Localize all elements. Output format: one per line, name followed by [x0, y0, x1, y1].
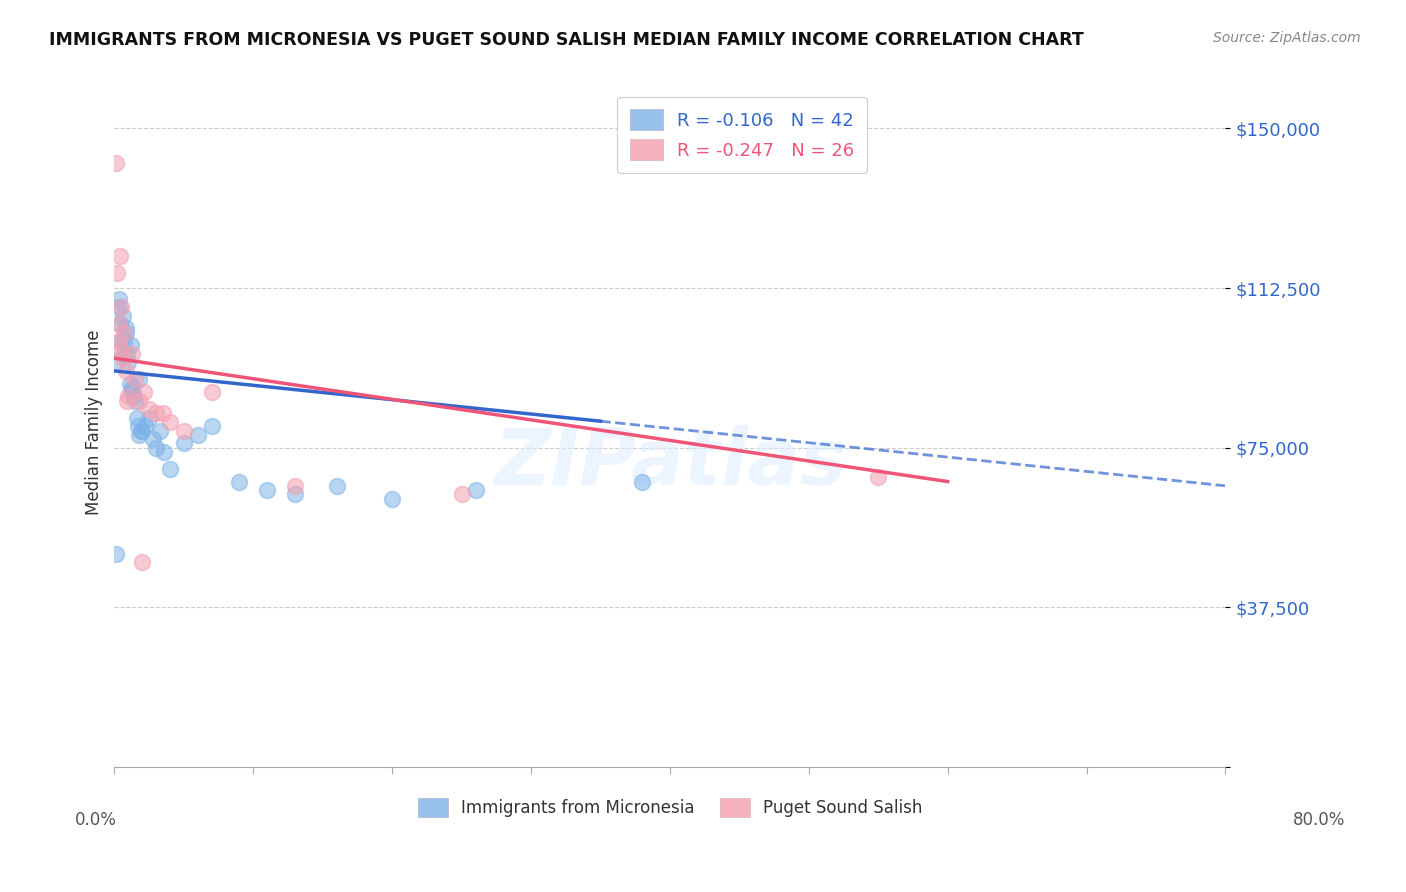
Point — [464, 483, 486, 497]
Point — [108, 317, 131, 331]
Point — [117, 355, 139, 369]
Text: IMMIGRANTS FROM MICRONESIA VS PUGET SOUND SALISH MEDIAN FAMILY INCOME CORRELATIO: IMMIGRANTS FROM MICRONESIA VS PUGET SOUN… — [49, 31, 1084, 49]
Point — [128, 372, 150, 386]
Point — [114, 326, 136, 340]
Y-axis label: Median Family Income: Median Family Income — [86, 329, 103, 515]
Point — [149, 424, 172, 438]
Point — [111, 347, 134, 361]
Point — [142, 432, 165, 446]
Point — [115, 347, 138, 361]
Point — [110, 300, 132, 314]
Point — [152, 407, 174, 421]
Point — [114, 321, 136, 335]
Text: ZIPatlas: ZIPatlas — [494, 425, 846, 501]
Point — [145, 407, 167, 421]
Point — [118, 376, 141, 391]
Point — [631, 475, 654, 489]
Point — [110, 343, 132, 357]
Point — [105, 266, 128, 280]
Point — [122, 389, 145, 403]
Point — [110, 334, 132, 348]
Point — [128, 427, 150, 442]
Point — [114, 364, 136, 378]
Point — [201, 385, 224, 400]
Point — [145, 441, 167, 455]
Point — [128, 393, 150, 408]
Text: Source: ZipAtlas.com: Source: ZipAtlas.com — [1213, 31, 1361, 45]
Point — [124, 372, 146, 386]
Point — [104, 155, 127, 169]
Point — [121, 347, 143, 361]
Point — [325, 479, 347, 493]
Text: 0.0%: 0.0% — [75, 811, 117, 829]
Point — [131, 424, 153, 438]
Point — [450, 487, 472, 501]
Point — [111, 309, 134, 323]
Point — [107, 300, 129, 314]
Point — [173, 436, 195, 450]
Point — [125, 410, 148, 425]
Point — [187, 427, 209, 442]
Point — [132, 385, 155, 400]
Legend: Immigrants from Micronesia, Puget Sound Salish: Immigrants from Micronesia, Puget Sound … — [411, 791, 929, 823]
Point — [134, 419, 156, 434]
Point — [112, 326, 135, 340]
Point — [381, 491, 404, 506]
Point — [127, 419, 149, 434]
Point — [284, 479, 307, 493]
Point — [228, 475, 250, 489]
Point — [115, 393, 138, 408]
Point — [112, 334, 135, 348]
Point — [107, 334, 129, 348]
Point — [107, 292, 129, 306]
Point — [111, 351, 134, 366]
Point — [153, 444, 176, 458]
Point — [138, 402, 160, 417]
Point — [159, 462, 181, 476]
Point — [108, 249, 131, 263]
Point — [284, 487, 307, 501]
Point — [173, 424, 195, 438]
Point — [117, 389, 139, 403]
Point — [120, 385, 142, 400]
Point — [105, 355, 128, 369]
Point — [131, 555, 153, 569]
Point — [201, 419, 224, 434]
Point — [120, 338, 142, 352]
Text: 80.0%: 80.0% — [1292, 811, 1346, 829]
Point — [159, 415, 181, 429]
Point — [104, 547, 127, 561]
Point — [107, 317, 129, 331]
Point — [138, 410, 160, 425]
Point — [129, 424, 152, 438]
Point — [124, 393, 146, 408]
Point — [121, 381, 143, 395]
Point — [868, 470, 890, 484]
Point — [256, 483, 278, 497]
